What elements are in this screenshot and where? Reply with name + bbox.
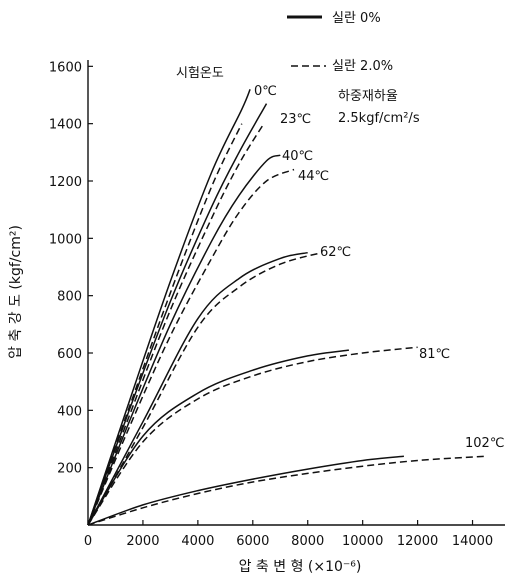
test-temperature-title: 시험온도 xyxy=(176,66,224,81)
series-line-dashed-0 xyxy=(87,123,243,526)
y-axis-title: 압 축 강 도 (kgf/cm²) xyxy=(8,225,24,359)
x-tick-label: 8000 xyxy=(291,534,324,549)
series-line-solid-4 xyxy=(87,251,308,526)
x-tick-label: 6000 xyxy=(236,534,269,549)
legend-solid-label: 실란 0% xyxy=(332,11,381,26)
temp-label-0c: 0℃ xyxy=(254,84,277,99)
axis-ticks: 0 2000 4000 6000 8000 10000 12000 14000 200 400 60… xyxy=(49,60,493,549)
legend-dashed-label: 실란 2.0% xyxy=(332,59,393,74)
series-line-dashed-5 xyxy=(87,346,418,526)
y-tick-label: 1600 xyxy=(49,60,82,75)
series-line-dashed-1 xyxy=(87,123,265,526)
y-tick-label: 1000 xyxy=(49,232,82,247)
series-line-dashed-6 xyxy=(87,455,487,526)
x-tick-label: 0 xyxy=(84,534,92,549)
temp-label-102c: 102℃ xyxy=(465,436,504,451)
temp-label-62c: 62℃ xyxy=(320,245,351,260)
series-line-solid-5 xyxy=(87,349,350,526)
x-tick-label: 10000 xyxy=(342,534,383,549)
y-tick-label: 600 xyxy=(57,347,82,362)
series-line-dashed-4 xyxy=(87,251,322,526)
series-line-solid-1 xyxy=(87,103,268,526)
temp-label-81c: 81℃ xyxy=(419,347,450,362)
series-line-solid-6 xyxy=(87,455,404,526)
series-line-dashed-2 xyxy=(87,168,295,526)
temp-label-44c: 44℃ xyxy=(298,169,329,184)
x-tick-label: 2000 xyxy=(126,534,159,549)
loading-rate-label: 하중재하율 xyxy=(338,89,398,104)
x-axis-title: 압 축 변 형 (×10⁻⁶) xyxy=(239,559,362,575)
temp-label-40c: 40℃ xyxy=(282,149,313,164)
legend: 실란 0% 실란 2.0% xyxy=(287,11,393,74)
x-tick-label: 12000 xyxy=(397,534,438,549)
y-tick-label: 800 xyxy=(57,290,82,305)
series-line-solid-0 xyxy=(87,89,251,526)
y-tick-label: 1400 xyxy=(49,118,82,133)
y-tick-label: 1200 xyxy=(49,175,82,190)
series-group xyxy=(87,89,487,526)
y-tick-label: 200 xyxy=(57,462,82,477)
y-tick-label: 400 xyxy=(57,404,82,419)
loading-rate-value: 2.5kgf/cm²/s xyxy=(338,111,420,126)
x-tick-label: 14000 xyxy=(452,534,493,549)
temp-label-23c: 23℃ xyxy=(280,112,311,127)
x-tick-label: 4000 xyxy=(181,534,214,549)
series-line-solid-2 xyxy=(87,154,281,526)
